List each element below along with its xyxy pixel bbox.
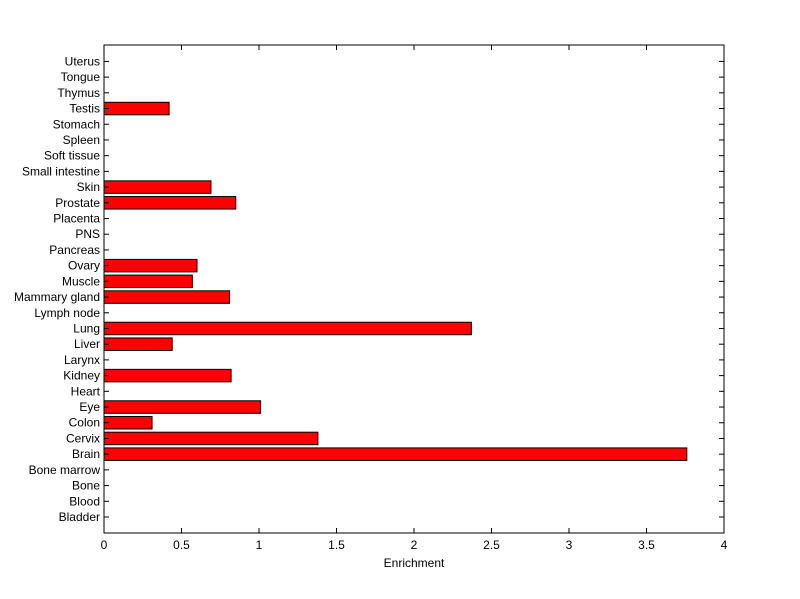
x-tick-label: 1	[256, 538, 263, 552]
y-tick-label: Spleen	[63, 133, 100, 147]
x-tick-label: 0	[101, 538, 108, 552]
y-tick-label: Mammary gland	[14, 290, 100, 304]
bar-prostate	[103, 196, 237, 210]
bar-lung	[103, 321, 472, 336]
y-tick-label: Testis	[69, 102, 100, 116]
y-tick-label: Cervix	[66, 431, 100, 445]
y-tick-label: Brain	[72, 447, 100, 461]
x-axis-label: Enrichment	[384, 556, 445, 570]
y-tick-label: Prostate	[55, 196, 100, 210]
y-tick-label: Muscle	[62, 274, 100, 288]
y-tick-label: Kidney	[63, 369, 100, 383]
y-tick-label: Lung	[73, 321, 100, 335]
y-tick-label: Bone	[72, 479, 100, 493]
x-tick-label: 1.5	[328, 538, 345, 552]
bar-colon	[103, 415, 153, 430]
x-tick-label: 3.5	[638, 538, 655, 552]
plot-frame	[103, 44, 725, 534]
bar-skin	[103, 180, 212, 194]
y-tick-label: Uterus	[65, 54, 100, 68]
x-tick-label: 0.5	[173, 538, 190, 552]
x-tick-label: 4	[721, 538, 728, 552]
y-tick-label: Liver	[74, 337, 100, 351]
y-tick-label: Skin	[77, 180, 100, 194]
y-tick-label: Bone marrow	[29, 463, 101, 477]
y-tick-label: Eye	[79, 400, 100, 414]
y-tick-label: Heart	[71, 384, 101, 398]
y-tick-label: Colon	[69, 416, 100, 430]
y-tick-label: Larynx	[64, 353, 100, 367]
y-tick-label: Thymus	[57, 86, 100, 100]
y-tick-label: Placenta	[53, 212, 100, 226]
y-tick-label: Small intestine	[22, 164, 100, 178]
bar-mammary-gland	[103, 290, 231, 304]
y-tick-label: Bladder	[59, 510, 100, 524]
y-tick-label: Stomach	[53, 117, 100, 131]
bar-liver	[103, 337, 173, 351]
y-tick-label: Blood	[69, 494, 100, 508]
y-tick-label: Pancreas	[49, 243, 100, 257]
y-tick-label: Soft tissue	[44, 149, 100, 163]
y-tick-label: PNS	[75, 227, 100, 241]
bar-kidney	[103, 368, 232, 383]
bar-muscle	[103, 274, 193, 289]
y-tick-label: Tongue	[61, 70, 101, 84]
bar-cervix	[103, 431, 319, 446]
bar-eye	[103, 400, 262, 414]
x-tick-label: 2.5	[483, 538, 500, 552]
y-tick-label: Lymph node	[34, 306, 100, 320]
bar-testis	[103, 101, 170, 116]
bar-ovary	[103, 258, 198, 273]
bar-brain	[103, 447, 688, 461]
x-tick-label: 3	[566, 538, 573, 552]
x-tick-label: 2	[411, 538, 418, 552]
y-tick-label: Ovary	[68, 259, 100, 273]
